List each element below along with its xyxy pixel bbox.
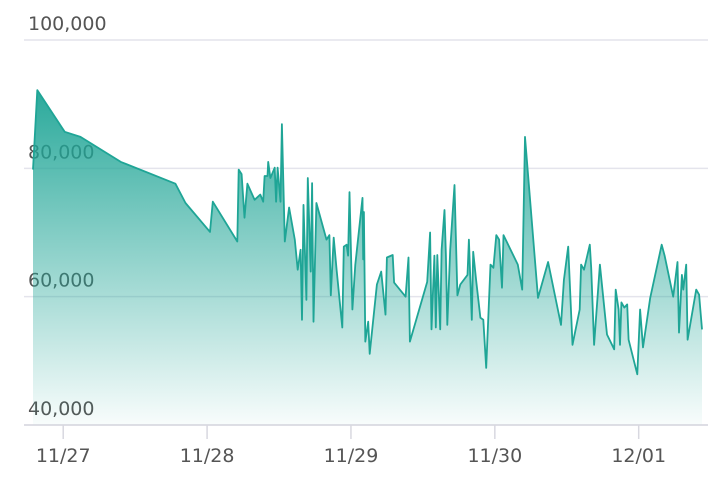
x-tick-label: 11/27	[36, 445, 91, 467]
x-tick-label: 11/30	[467, 445, 522, 467]
area-line	[32, 89, 703, 376]
x-tick-label: 12/01	[611, 445, 666, 467]
area-fill	[33, 90, 702, 425]
y-tick-label: 100,000	[28, 13, 107, 35]
x-tick-label: 11/29	[324, 445, 379, 467]
x-tick-label: 11/28	[180, 445, 235, 467]
